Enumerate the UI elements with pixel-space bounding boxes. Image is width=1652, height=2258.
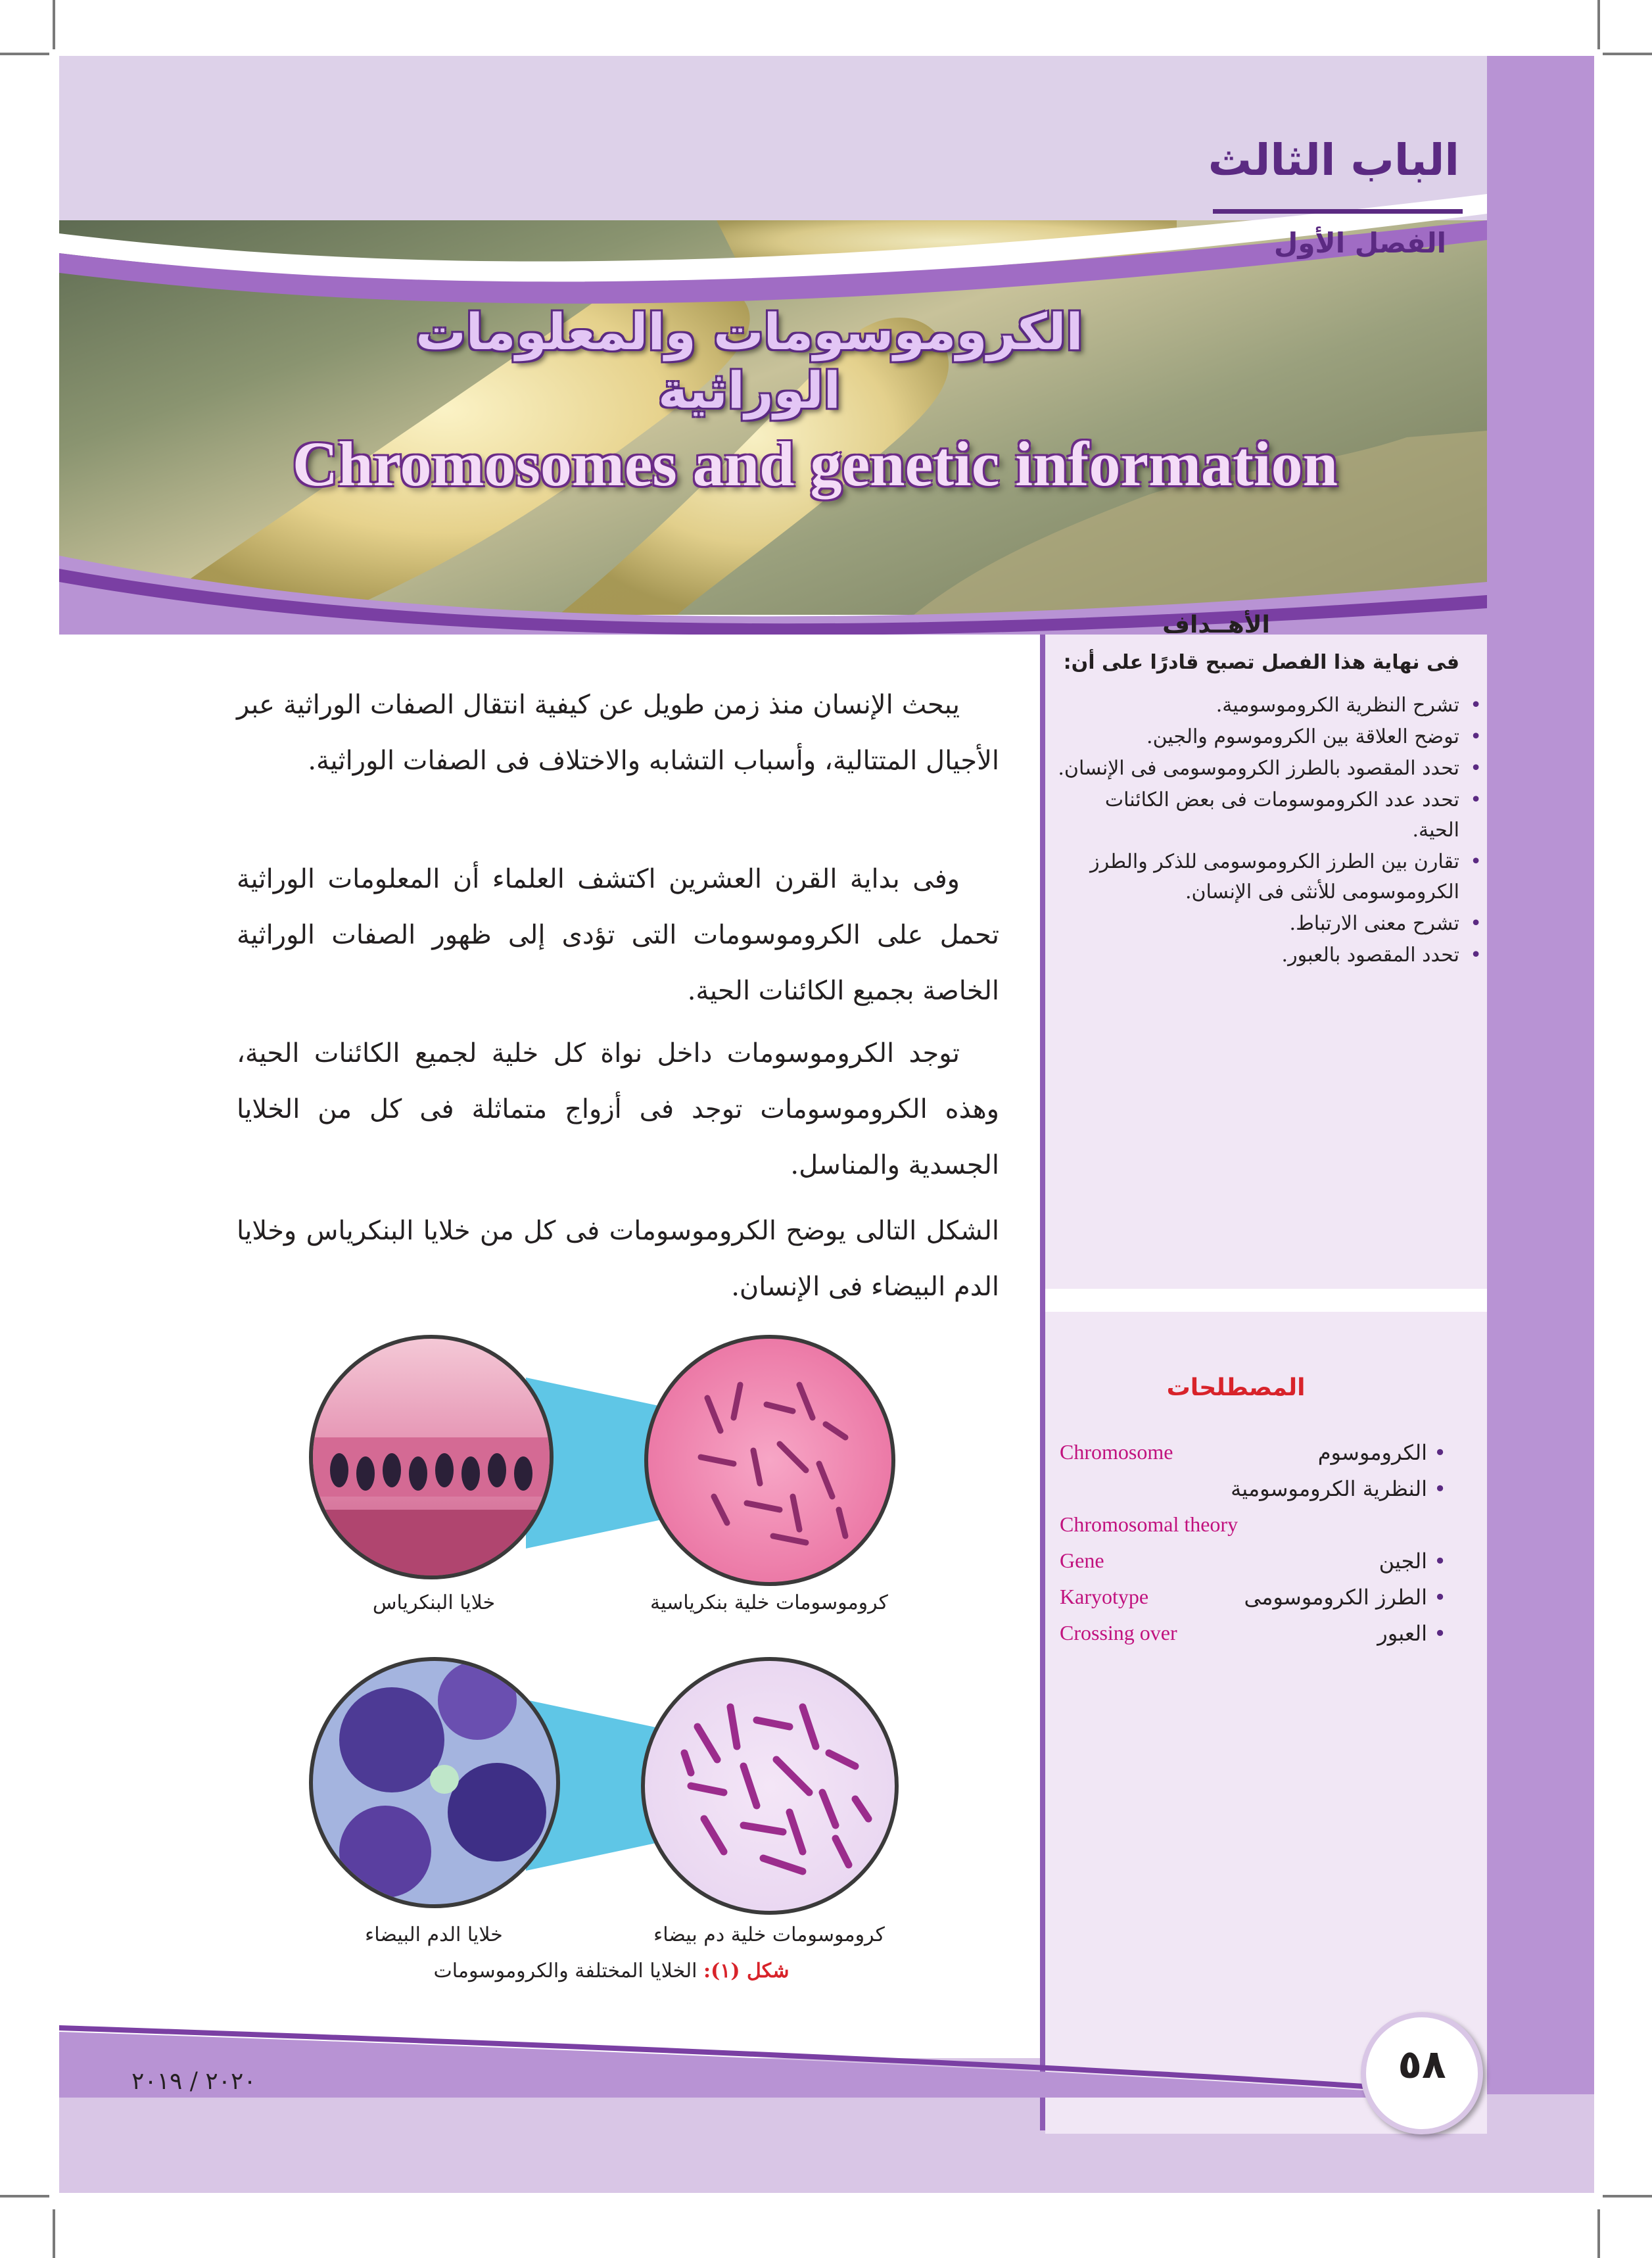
- label-wbc-chromosomes: كروموسومات خلية دم بيضاء: [653, 1923, 885, 1946]
- goal-item: تشرح النظرية الكروموسومية.: [1052, 690, 1482, 721]
- goals-list: تشرح النظرية الكروموسومية. توضح العلاقة …: [1052, 690, 1486, 972]
- pancreas-cells-art: [313, 1437, 550, 1575]
- body-paragraph-3: توجد الكروموسومات داخل نواة كل خلية لجمي…: [237, 1026, 999, 1193]
- goal-item: توضح العلاقة بين الكروموسوم والجين.: [1052, 722, 1482, 752]
- paragraph-text: توجد الكروموسومات داخل نواة كل خلية لجمي…: [237, 1038, 999, 1180]
- crop-mark: [1603, 2195, 1652, 2198]
- title-arabic: الكروموسومات والمعلومات الوراثية: [415, 302, 1083, 420]
- terms-title: المصطلحات: [1166, 1374, 1306, 1401]
- term-english-chromosome: Chromosome: [1060, 1440, 1173, 1464]
- chapter-header: [59, 56, 1487, 635]
- pancreas-cells-image: [309, 1335, 554, 1579]
- pancreas-chromosomes-image: [644, 1335, 895, 1586]
- figure-caption: شكل (١): الخلايا المختلفة والكروموسومات: [394, 1959, 828, 1982]
- title-english: Chromosomes and genetic information: [292, 429, 1338, 499]
- crop-mark: [1597, 2209, 1600, 2258]
- term-arabic-gene: الجين: [1170, 1549, 1446, 1573]
- goal-item: تحدد المقصود بالعبور.: [1052, 940, 1482, 971]
- body-paragraph-2: وفى بداية القرن العشرين اكتشف العلماء أن…: [237, 852, 999, 1019]
- chapter-label: الباب الثالث: [1208, 135, 1459, 185]
- wbc-cells-image: [309, 1657, 560, 1908]
- paragraph-text: وفى بداية القرن العشرين اكتشف العلماء أن…: [237, 864, 999, 1006]
- body-paragraph-1: يبحث الإنسان منذ زمن طويل عن كيفية انتقا…: [237, 677, 999, 789]
- section-label: الفصل الأول: [1273, 227, 1446, 259]
- crop-mark: [53, 2209, 55, 2258]
- goals-intro: فى نهاية هذا الفصل تصبح قادرًا على أن:: [1063, 651, 1459, 674]
- label-wbc-cells: خلايا الدم البيضاء: [365, 1923, 503, 1946]
- goal-item: تشرح معنى الارتباط.: [1052, 909, 1482, 939]
- goals-title: الأهــداف: [1162, 612, 1270, 638]
- crop-mark: [1597, 0, 1600, 49]
- paragraph-text: يبحث الإنسان منذ زمن طويل عن كيفية انتقا…: [237, 690, 999, 776]
- term-english-crossing-over: Crossing over: [1060, 1621, 1177, 1645]
- term-arabic-crossing-over: العبور: [1170, 1621, 1446, 1646]
- term-english-gene: Gene: [1060, 1549, 1104, 1572]
- wbc-chromosomes-image: [641, 1657, 899, 1915]
- school-year: ٢٠٢٠ / ٢٠١٩: [131, 2068, 256, 2095]
- term-english-chromosomal-theory: Chromosomal theory: [1060, 1512, 1239, 1536]
- figure-caption-text: الخلايا المختلفة والكروموسومات: [433, 1959, 697, 1982]
- pancreas-chromosomes-art: [697, 1381, 849, 1546]
- crop-mark: [1603, 53, 1652, 55]
- body-paragraph-4: الشكل التالى يوضح الكروموسومات فى كل من …: [237, 1203, 999, 1315]
- goal-item: تقارن بين الطرز الكروموسومى للذكر والطرز…: [1052, 847, 1482, 907]
- label-pancreas-cells: خلايا البنكرياس: [372, 1591, 496, 1614]
- figure-caption-label: شكل (١):: [703, 1959, 790, 1982]
- sidebar-divider: [1040, 572, 1045, 2130]
- crop-mark: [0, 53, 49, 55]
- term-arabic-karyotype: الطرز الكروموسومى: [1170, 1585, 1446, 1610]
- label-pancreas-chromosomes: كروموسومات خلية بنكرياسية: [650, 1591, 888, 1614]
- term-arabic-chromosomal-theory: النظرية الكروموسومية: [1170, 1476, 1446, 1501]
- term-english-karyotype: Karyotype: [1060, 1585, 1149, 1608]
- wbc-chromosomes-art: [680, 1703, 872, 1875]
- page-number: ٥٨: [1398, 2042, 1446, 2088]
- wbc-cells-art: [339, 1661, 546, 1898]
- goal-item: تحدد عدد الكروموسومات فى بعض الكائنات ال…: [1052, 785, 1482, 846]
- footer-swoosh: [59, 2025, 1374, 2098]
- crop-mark: [0, 2195, 49, 2198]
- term-arabic-chromosome: الكروموسوم: [1170, 1440, 1446, 1465]
- chapter-rule: [1213, 209, 1463, 214]
- header-swoosh: [59, 194, 1487, 635]
- goal-item: تحدد المقصود بالطرز الكروموسومى فى الإنس…: [1052, 754, 1482, 784]
- right-column-strip: [1487, 56, 1594, 2094]
- paragraph-text: الشكل التالى يوضح الكروموسومات فى كل من …: [237, 1216, 999, 1302]
- crop-mark: [53, 0, 55, 49]
- page-number-badge: [1361, 2012, 1483, 2134]
- terms-panel: [1045, 1312, 1487, 2134]
